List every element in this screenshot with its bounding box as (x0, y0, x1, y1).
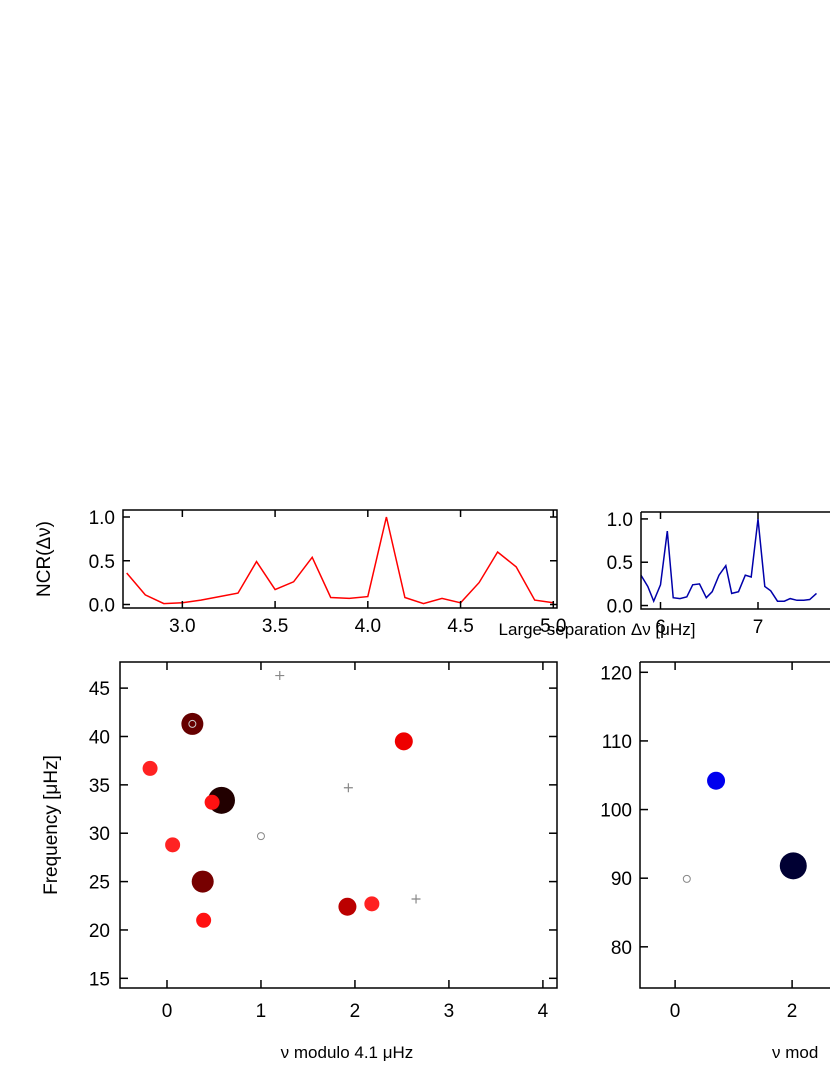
ncr_left-ytick-label: 0.5 (89, 552, 115, 573)
echelle-right-ticks: 0 2 80 90 100 110 120 (600, 662, 797, 1022)
ncr-right-series (640, 518, 818, 604)
echelle_left-xtick-label: 4 (538, 1001, 549, 1022)
echelle_right-ytick-label: 100 (600, 801, 632, 822)
echelle-left-panel: 0 1 2 3 4 15 20 25 30 35 40 45 Frequency [μHz] ν mo… (41, 661, 558, 1062)
ncr_right-ytick-label: 0.0 (607, 597, 633, 618)
ncr_left-xtick-label: 4.0 (355, 616, 381, 637)
echelle-left-frame (119, 661, 558, 989)
echelle_left-point (338, 897, 357, 916)
ncr_left-ytick-label: 1.0 (89, 508, 115, 529)
echelle_left-point (394, 732, 413, 751)
ncr_left-xtick-label: 3.5 (262, 616, 288, 637)
ncr-right-xlabel: Large separation Δν [μHz] (499, 620, 696, 639)
echelle-left-points (142, 671, 421, 928)
ncr-right-ticks: 6 7 0.0 0.5 1.0 (607, 510, 764, 638)
ncr-right-frame (640, 511, 830, 610)
ncr-left-ylabel: NCR(Δν) (34, 521, 55, 597)
echelle_left-ytick-label: 15 (89, 969, 110, 990)
ncr-left-ticks: 3.0 3.5 4.0 4.5 5.0 0.0 0.5 1.0 (89, 508, 567, 637)
echelle-right-xlabel: ν mod (772, 1043, 818, 1062)
echelle_left-point-open (188, 719, 197, 728)
echelle_right-xtick-label: 0 (670, 1001, 681, 1022)
echelle_right-ytick-label: 80 (611, 938, 632, 959)
echelle_left-ytick-label: 45 (89, 679, 110, 700)
ncr_right-xtick-label: 7 (753, 617, 764, 638)
echelle_left-xtick-label: 1 (256, 1001, 267, 1022)
echelle-right-points (682, 771, 807, 883)
echelle_left-point (196, 912, 212, 928)
echelle_left-point-plus (411, 894, 421, 904)
ncr_right-xtick-label: 6 (655, 617, 666, 638)
ncr-left-series (126, 516, 554, 605)
ncr_left-xtick-label: 5.0 (540, 616, 566, 637)
ncr_right-series-line (640, 518, 818, 604)
ncr_left-ytick-label: 0.0 (89, 596, 115, 617)
echelle_right-point (779, 852, 807, 880)
echelle_right-ytick-label: 90 (611, 869, 632, 890)
echelle-left-ylabel: Frequency [μHz] (41, 755, 62, 895)
echelle_right-point-open (682, 874, 691, 883)
echelle-left-xlabel: ν modulo 4.1 μHz (281, 1043, 414, 1062)
echelle-right-panel: 0 2 80 90 100 110 120 ν mod (600, 661, 830, 1062)
echelle_left-point (181, 712, 204, 735)
ncr-left-frame (122, 509, 558, 609)
ncr_right-ytick-label: 0.5 (607, 553, 633, 574)
echelle-left-ticks: 0 1 2 3 4 15 20 25 30 35 40 45 (89, 662, 557, 1022)
echelle_left-point (364, 896, 380, 912)
echelle_left-point (165, 837, 181, 853)
echelle_right-xtick-label: 2 (787, 1001, 798, 1022)
echelle_left-ytick-label: 40 (89, 727, 110, 748)
echelle_left-ytick-label: 30 (89, 824, 110, 845)
ncr-left-panel: 3.0 3.5 4.0 4.5 5.0 0.0 0.5 1.0 NCR(Δν) (34, 508, 567, 637)
echelle_left-point-plus (275, 671, 285, 681)
echelle_left-xtick-label: 0 (162, 1001, 173, 1022)
ncr-right-panel: 6 7 0.0 0.5 1.0 Large separation Δν [μHz] (499, 510, 830, 639)
echelle_right-ytick-label: 110 (602, 732, 632, 753)
echelle_left-xtick-label: 3 (444, 1001, 455, 1022)
ncr_right-ytick-label: 1.0 (607, 510, 633, 531)
echelle_left-ytick-label: 25 (89, 873, 110, 894)
echelle_left-point-plus (343, 783, 353, 793)
echelle-right-frame (639, 661, 830, 989)
echelle_left-point (191, 870, 214, 893)
echelle_left-point-open (256, 832, 265, 841)
ncr_left-series-line (126, 516, 554, 605)
echelle_left-ytick-label: 20 (89, 921, 110, 942)
ncr_left-xtick-label: 4.5 (447, 616, 473, 637)
echelle_left-point (142, 760, 158, 776)
echelle_left-xtick-label: 2 (350, 1001, 361, 1022)
ncr_left-xtick-label: 3.0 (169, 616, 195, 637)
echelle_left-point (204, 794, 220, 810)
echelle_right-ytick-label: 120 (600, 663, 632, 684)
echelle_right-point (707, 771, 726, 790)
echelle_left-ytick-label: 35 (89, 776, 110, 797)
